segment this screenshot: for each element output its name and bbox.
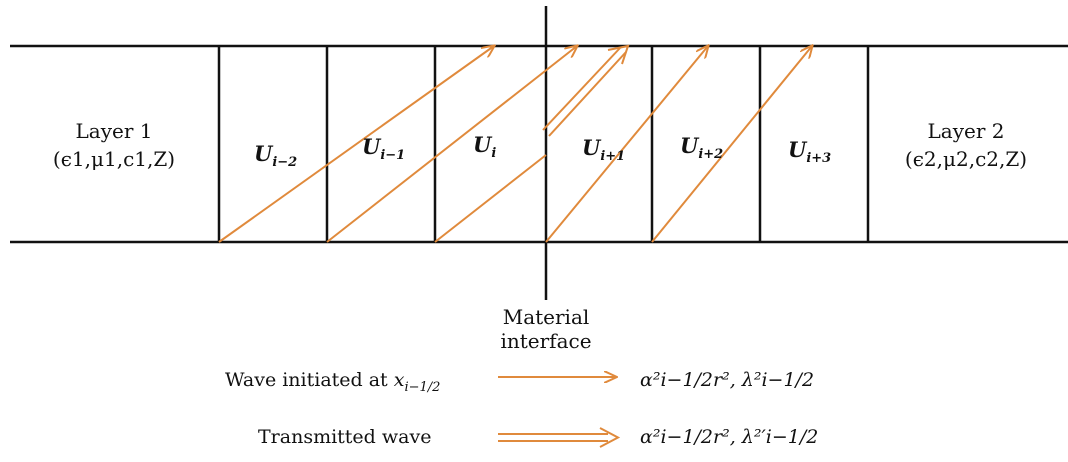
cell-label-u-i-plus-3: Ui+3: [788, 137, 831, 166]
wave-arrow: [326, 46, 577, 243]
layer-1-title: Layer 1: [76, 119, 153, 143]
transmitted-wave-arrow: [542, 44, 630, 137]
legend-label-transmitted-wave: Transmitted wave: [258, 426, 431, 448]
wave-arrow: [651, 46, 812, 243]
cell-label-u-i-minus-2: Ui−2: [254, 141, 297, 170]
legend-item-wave-initiated: Wave initiated at xi−1/2 α²i−1/2r², λ²i−…: [225, 369, 814, 395]
layer-2-title: Layer 2: [928, 119, 1005, 143]
cell-label-u-i-minus-1: Ui−1: [362, 134, 405, 163]
material-interface-caption-line2: interface: [500, 329, 591, 353]
cell-label-u-i: Ui: [473, 132, 496, 161]
wave-arrow: [434, 154, 547, 243]
material-interface-caption-line1: Material: [503, 305, 590, 329]
legend-formula-wave-initiated: α²i−1/2r², λ²i−1/2: [640, 369, 814, 391]
layer-1-params: (ϵ1,μ1,c1,Z): [53, 147, 175, 171]
legend-item-transmitted-wave: Transmitted wave α²i−1/2r², λ²′i−1/2: [258, 426, 818, 448]
legend-formula-transmitted-wave: α²i−1/2r², λ²′i−1/2: [640, 426, 818, 448]
wave-arrow: [218, 46, 494, 243]
cell-label-u-i-plus-1: Ui+1: [582, 135, 625, 164]
layer-2-params: (ϵ2,μ2,c2,Z): [905, 147, 1027, 171]
legend-label-wave-initiated: Wave initiated at xi−1/2: [225, 369, 440, 395]
cell-label-u-i-plus-2: Ui+2: [680, 133, 723, 162]
wave-arrow: [545, 46, 708, 243]
legend-double-arrow-head: [599, 427, 621, 448]
